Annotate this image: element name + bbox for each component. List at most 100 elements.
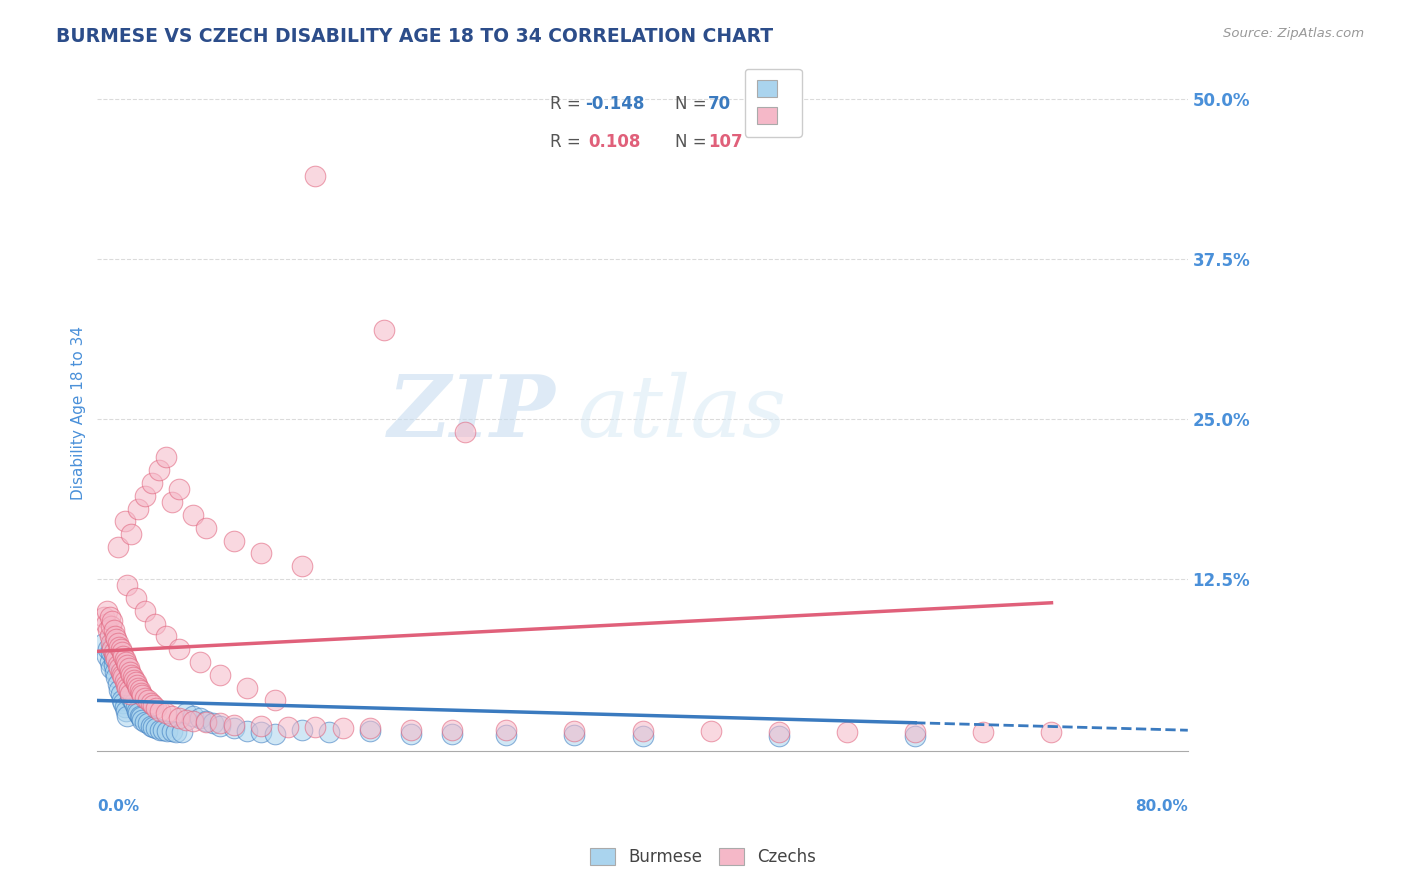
Text: ZIP: ZIP [388,371,555,454]
Point [699,724,721,739]
Point [93,610,115,624]
Text: 0.0%: 0.0% [97,799,139,814]
Point [145,722,167,736]
Point [149,704,172,718]
Point [101,614,124,628]
Point [98,629,121,643]
Point [136,693,159,707]
Point [100,636,122,650]
Point [117,578,139,592]
Point [103,623,125,637]
Point [631,724,654,739]
Point [142,698,165,713]
Text: 70: 70 [709,95,731,113]
Point [124,591,146,605]
Point [399,726,422,740]
Point [250,546,273,560]
Point [181,708,204,723]
Point [167,483,190,497]
Text: R =: R = [550,95,586,113]
Point [222,722,245,736]
Point [155,706,177,720]
Point [107,657,129,672]
Text: Source: ZipAtlas.com: Source: ZipAtlas.com [1223,27,1364,40]
Point [139,696,162,710]
Point [115,704,138,718]
Point [108,652,131,666]
Text: N =: N = [675,133,713,151]
Point [122,696,145,710]
Point [93,636,115,650]
Point [495,728,517,742]
Point [120,690,142,705]
Point [139,719,162,733]
Point [120,665,142,680]
Point [112,648,135,663]
Point [101,640,124,654]
Point [125,704,148,718]
Point [100,645,122,659]
Point [174,713,197,727]
Point [162,724,184,739]
Point [149,723,172,737]
Point [98,610,121,624]
Text: N =: N = [675,95,713,113]
Point [111,645,134,659]
Point [114,674,136,689]
Point [120,687,142,701]
Point [115,678,138,692]
Point [127,706,149,720]
Text: 0.108: 0.108 [588,133,640,151]
Point [103,645,125,659]
Point [142,720,165,734]
Point [96,604,118,618]
Text: -0.148: -0.148 [585,95,644,113]
Point [108,683,131,698]
Point [195,714,218,728]
Point [107,648,129,663]
Point [104,645,127,659]
Point [127,501,149,516]
Point [835,725,858,739]
Point [304,720,326,734]
Point [250,719,273,733]
Point [263,726,285,740]
Point [972,725,994,739]
Point [107,677,129,691]
Point [121,693,143,707]
Point [128,708,150,723]
Point [631,729,654,743]
Point [117,681,139,695]
Point [118,661,141,675]
Point [100,661,122,675]
Point [440,726,463,740]
Point [162,708,184,723]
Legend: , : , [745,69,801,136]
Point [291,723,314,737]
Point [96,648,118,663]
Point [120,667,142,681]
Point [120,687,142,701]
Text: atlas: atlas [576,371,786,454]
Point [110,642,132,657]
Point [122,673,145,687]
Point [131,713,153,727]
Point [1040,725,1063,739]
Point [174,706,197,720]
Point [97,642,120,657]
Point [208,667,231,681]
Point [195,521,218,535]
Point [107,636,129,650]
Point [263,693,285,707]
Point [167,711,190,725]
Point [97,623,120,637]
Point [152,723,174,737]
Point [155,629,177,643]
Point [129,686,152,700]
Point [165,725,187,739]
Point [114,652,136,666]
Point [156,724,179,739]
Point [112,696,135,710]
Point [134,715,156,730]
Point [564,728,586,742]
